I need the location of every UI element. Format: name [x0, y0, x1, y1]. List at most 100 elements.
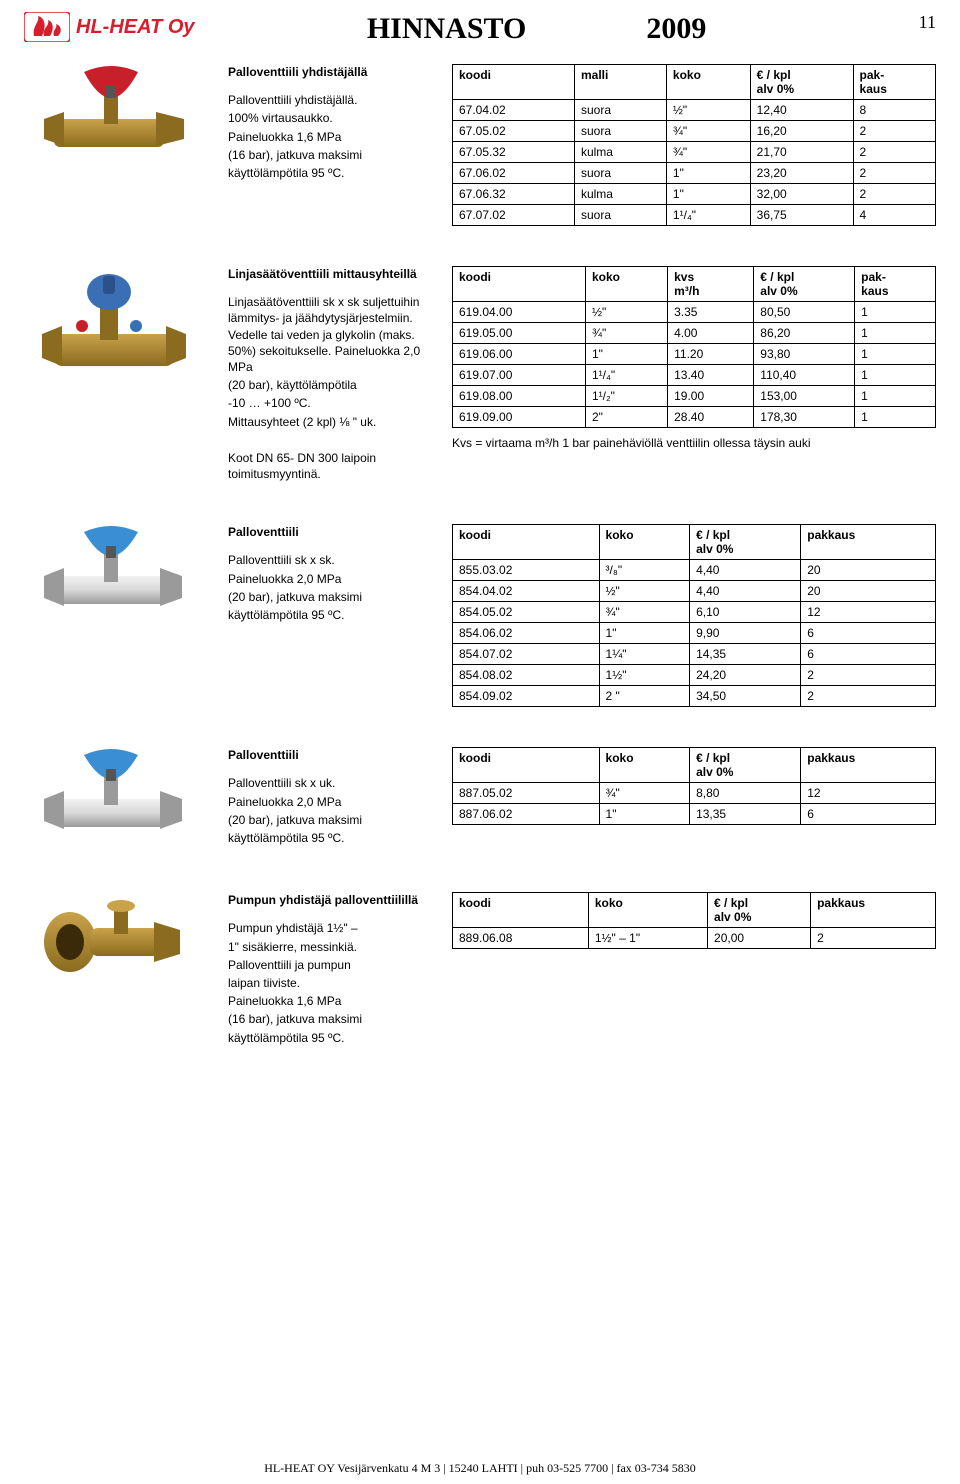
table-row: 889.06.081½" – 1"20,002	[453, 928, 936, 949]
table-cell: 80,50	[754, 302, 855, 323]
title-block: HINNASTO 2009	[367, 12, 707, 46]
table-row: 854.09.022 "34,502	[453, 686, 936, 707]
table-cell: 854.09.02	[453, 686, 600, 707]
table-cell: 2	[853, 163, 935, 184]
table-cell: 21,70	[750, 142, 853, 163]
price-table: koodimallikoko€ / kpl alv 0%pak- kaus67.…	[452, 64, 936, 226]
table-cell: 1"	[599, 804, 690, 825]
table-cell: 2	[853, 121, 935, 142]
product-table-wrap: koodikoko€ / kpl alv 0%pakkaus855.03.02³…	[452, 524, 936, 707]
table-cell: 1	[855, 365, 936, 386]
table-cell: suora	[574, 121, 666, 142]
table-row: 854.07.021¼"14,356	[453, 644, 936, 665]
table-cell: 12	[801, 783, 936, 804]
sections-container: Palloventtiili yhdistäjälläPalloventtiil…	[24, 64, 936, 1048]
product-desc-line: 1" sisäkierre, messinkiä.	[228, 939, 428, 955]
table-cell: 4.00	[668, 323, 754, 344]
table-cell: 9,90	[690, 623, 801, 644]
table-cell: 28.40	[668, 407, 754, 428]
product-desc-line: Pumpun yhdistäjä 1½" –	[228, 920, 428, 936]
product-section: Palloventtiili yhdistäjälläPalloventtiil…	[24, 64, 936, 226]
page-number: 11	[919, 12, 936, 33]
product-desc-line: Linjasäätöventtiili sk x sk suljettuihin…	[228, 294, 428, 375]
product-desc-line: Paineluokka 2,0 MPa	[228, 794, 428, 810]
table-row: 67.05.32kulma¾"21,702	[453, 142, 936, 163]
table-cell: 86,20	[754, 323, 855, 344]
table-cell: 854.06.02	[453, 623, 600, 644]
table-cell: 6	[801, 623, 936, 644]
product-section: Pumpun yhdistäjä palloventtiililläPumpun…	[24, 892, 936, 1048]
table-cell: 2"	[585, 407, 667, 428]
table-cell: 153,00	[754, 386, 855, 407]
price-table: koodikoko€ / kpl alv 0%pakkaus887.05.02¾…	[452, 747, 936, 825]
product-description: Linjasäätöventtiili mittausyhteilläLinja…	[228, 266, 428, 484]
table-cell: 20	[801, 560, 936, 581]
flame-logo-icon	[24, 12, 70, 42]
table-cell: ³/₈"	[599, 560, 690, 581]
product-desc-line: Palloventtiili sk x uk.	[228, 775, 428, 791]
table-cell: ¾"	[599, 783, 690, 804]
product-desc-line: käyttölämpötila 95 ºC.	[228, 830, 428, 846]
table-header-cell: € / kpl alv 0%	[754, 267, 855, 302]
table-cell: 1¹/₄"	[585, 365, 667, 386]
table-cell: ¾"	[585, 323, 667, 344]
table-cell: 16,20	[750, 121, 853, 142]
table-header-cell: malli	[574, 65, 666, 100]
table-cell: 6	[801, 644, 936, 665]
table-cell: 34,50	[690, 686, 801, 707]
product-desc-line: (20 bar), jatkuva maksimi	[228, 812, 428, 828]
table-cell: 619.09.00	[453, 407, 586, 428]
product-table-wrap: koodikokokvs m³/h€ / kpl alv 0%pak- kaus…	[452, 266, 936, 484]
table-cell: 13.40	[668, 365, 754, 386]
table-header-cell: koko	[585, 267, 667, 302]
product-desc-line: käyttölämpötila 95 ºC.	[228, 1030, 428, 1046]
table-cell: 67.05.32	[453, 142, 575, 163]
table-cell: 6	[801, 804, 936, 825]
table-row: 619.06.001"11.2093,801	[453, 344, 936, 365]
table-cell: 110,40	[754, 365, 855, 386]
table-cell: kulma	[574, 142, 666, 163]
table-header-cell: € / kpl alv 0%	[690, 748, 801, 783]
product-section: Palloventtiili Palloventtiili sk x uk. Pai…	[24, 747, 936, 852]
table-row: 619.04.00½"3.3580,501	[453, 302, 936, 323]
table-cell: 1¹/₂"	[585, 386, 667, 407]
table-cell: 1	[855, 302, 936, 323]
table-header-cell: pakkaus	[801, 525, 936, 560]
product-table-wrap: koodikoko€ / kpl alv 0%pakkaus889.06.081…	[452, 892, 936, 1048]
table-cell: 619.04.00	[453, 302, 586, 323]
table-cell: 619.05.00	[453, 323, 586, 344]
table-cell: 889.06.08	[453, 928, 589, 949]
table-cell: suora	[574, 163, 666, 184]
table-cell: suora	[574, 100, 666, 121]
table-header-cell: pak- kaus	[855, 267, 936, 302]
table-cell: 67.04.02	[453, 100, 575, 121]
table-row: 67.07.02suora1¹/₄"36,754	[453, 205, 936, 226]
table-cell: ½"	[666, 100, 750, 121]
table-cell: 1	[855, 323, 936, 344]
table-row: 855.03.02³/₈"4,4020	[453, 560, 936, 581]
table-cell: 1"	[666, 184, 750, 205]
product-desc-line: Koot DN 65- DN 300 laipoin toimitusmyynt…	[228, 450, 428, 482]
table-cell: 2	[811, 928, 936, 949]
product-image	[24, 747, 204, 852]
table-cell: 4,40	[690, 560, 801, 581]
table-cell: 2	[853, 184, 935, 205]
table-cell: 24,20	[690, 665, 801, 686]
table-cell: ½"	[599, 581, 690, 602]
logo-text: HL-HEAT Oy	[76, 16, 195, 39]
table-cell: suora	[574, 205, 666, 226]
product-title: Palloventtiili	[228, 747, 428, 763]
table-cell: ¾"	[666, 121, 750, 142]
table-cell: 32,00	[750, 184, 853, 205]
table-cell: 67.07.02	[453, 205, 575, 226]
table-cell: 20,00	[708, 928, 811, 949]
product-desc-line: Palloventtiili ja pumpun	[228, 957, 428, 973]
price-table: koodikoko€ / kpl alv 0%pakkaus855.03.02³…	[452, 524, 936, 707]
table-cell: ½"	[585, 302, 667, 323]
table-cell: 3.35	[668, 302, 754, 323]
table-header-cell: koko	[666, 65, 750, 100]
product-description: Palloventtiili Palloventtiili sk x uk. Pai…	[228, 747, 428, 852]
table-cell: 854.07.02	[453, 644, 600, 665]
product-image	[24, 892, 204, 1048]
table-cell: 12,40	[750, 100, 853, 121]
